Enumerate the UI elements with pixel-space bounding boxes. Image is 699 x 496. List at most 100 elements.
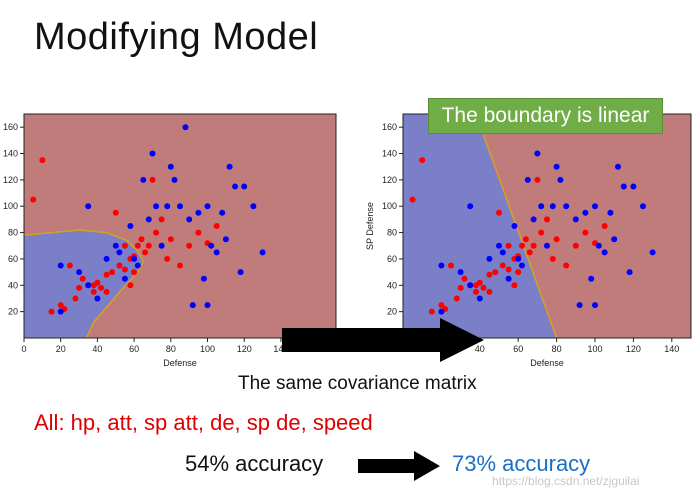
data-point	[232, 183, 239, 190]
x-tick-label: 60	[129, 344, 139, 354]
data-point	[149, 176, 156, 183]
data-point	[563, 203, 570, 210]
x-tick-label: 140	[664, 344, 679, 354]
data-point	[204, 302, 211, 309]
data-point	[127, 223, 134, 229]
watermark-text: https://blog.csdn.net/zjguilai	[492, 474, 640, 488]
y-tick-label: 100	[3, 201, 18, 211]
data-point	[572, 242, 579, 249]
data-point	[186, 216, 193, 223]
x-tick-label: 80	[552, 344, 562, 354]
data-point	[505, 242, 512, 249]
data-point	[511, 223, 518, 229]
accuracy-before: 54% accuracy	[185, 451, 324, 476]
data-point	[519, 242, 525, 249]
data-point	[153, 203, 160, 210]
data-point	[134, 242, 141, 249]
data-point	[467, 203, 474, 210]
data-point	[640, 203, 646, 210]
data-point	[177, 262, 183, 269]
data-point	[496, 209, 502, 216]
data-point	[171, 176, 178, 183]
data-point	[499, 262, 506, 269]
data-point	[549, 203, 556, 210]
data-point	[592, 203, 598, 210]
x-tick-label: 0	[21, 344, 26, 354]
data-point	[140, 176, 147, 183]
y-tick-label: 120	[382, 175, 397, 185]
data-point	[572, 216, 579, 223]
data-point	[515, 255, 522, 262]
data-point	[167, 163, 174, 170]
data-point	[492, 269, 499, 276]
data-point	[186, 242, 193, 249]
caption-text: The same covariance matrix	[238, 373, 477, 394]
y-tick-label: 20	[387, 307, 397, 317]
data-point	[519, 262, 525, 269]
data-point	[630, 183, 637, 190]
x-tick-label: 140	[273, 344, 288, 354]
y-tick-label: 140	[382, 149, 397, 159]
data-point	[57, 302, 64, 309]
data-point	[601, 223, 608, 229]
data-point	[592, 302, 598, 309]
data-point	[557, 176, 564, 183]
data-point	[76, 284, 83, 291]
data-point	[182, 124, 189, 131]
slide-title: Modifying Model	[34, 16, 319, 58]
data-point	[94, 295, 101, 302]
data-point	[473, 288, 479, 295]
x-tick-label: 40	[92, 344, 102, 354]
data-point	[480, 284, 487, 291]
data-point	[582, 209, 589, 216]
data-point	[164, 255, 171, 262]
data-point	[428, 308, 435, 315]
data-point	[39, 157, 46, 164]
data-point	[461, 275, 468, 282]
data-point	[473, 282, 479, 289]
x-axis-label: Defense	[530, 358, 564, 368]
x-tick-label: 120	[237, 344, 252, 354]
data-point	[538, 229, 545, 236]
data-point	[544, 216, 550, 223]
data-point	[85, 203, 92, 210]
data-point	[121, 266, 128, 273]
data-point	[208, 242, 215, 249]
data-point	[219, 209, 226, 216]
data-point	[79, 275, 86, 282]
data-point	[103, 271, 110, 278]
data-point	[48, 308, 55, 315]
data-point	[131, 255, 138, 262]
data-point	[505, 266, 512, 273]
data-point	[158, 242, 165, 249]
data-point	[530, 216, 537, 223]
x-tick-label: 100	[200, 344, 215, 354]
data-point	[66, 262, 73, 269]
data-point	[457, 269, 464, 276]
data-point	[409, 196, 416, 203]
x-tick-label: 20	[56, 344, 66, 354]
x-tick-label: 80	[166, 344, 176, 354]
data-point	[121, 242, 128, 249]
plot-1-frame	[23, 113, 337, 339]
x-tick-label: 60	[513, 344, 523, 354]
y-tick-label: 160	[382, 122, 397, 132]
data-point	[549, 255, 556, 262]
data-point	[85, 282, 92, 289]
data-point	[103, 288, 110, 295]
data-point	[241, 183, 248, 190]
data-point	[511, 282, 518, 289]
data-point	[553, 163, 560, 170]
data-point	[112, 209, 119, 216]
data-point	[116, 249, 123, 256]
data-point	[195, 229, 202, 236]
data-point	[530, 242, 537, 249]
data-point	[72, 295, 79, 302]
data-point	[582, 229, 589, 236]
data-point	[167, 236, 174, 243]
features-text: All: hp, att, sp att, de, sp de, speed	[34, 410, 373, 435]
data-point	[615, 163, 621, 170]
data-point	[158, 216, 165, 223]
right-arrow-icon	[358, 451, 440, 481]
